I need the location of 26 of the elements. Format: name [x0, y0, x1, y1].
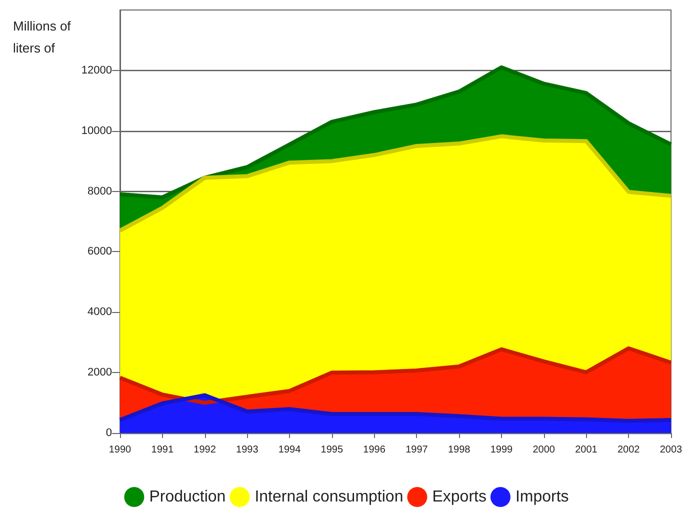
y-axis-title: Millions of liters of: [13, 18, 74, 56]
x-tick-label: 1999: [490, 444, 514, 456]
x-tick-label: 1993: [236, 444, 259, 456]
y-tick-label: 10000: [81, 124, 112, 137]
y-tick-label: 2000: [88, 366, 112, 379]
legend-label: Internal consumption: [254, 488, 404, 506]
x-tick-label: 1996: [363, 444, 386, 456]
y-tick-label: 0: [106, 427, 112, 439]
x-tick-label: 1994: [278, 444, 302, 456]
y-tick-label: 6000: [88, 246, 112, 258]
x-tick-label: 2002: [617, 444, 640, 456]
x-tick-label: 2003: [660, 444, 683, 456]
x-tick-label: 1991: [151, 444, 174, 456]
y-tick-label: 12000: [81, 64, 112, 76]
x-tick-label: 2001: [575, 444, 598, 456]
x-tick-label: 1992: [194, 444, 216, 456]
x-tick-label: 2000: [532, 444, 556, 456]
x-tick-label: 1997: [406, 444, 428, 456]
y-tick-label: 8000: [88, 185, 112, 198]
y-tick-label: 4000: [88, 306, 112, 318]
legend-label: Production: [149, 488, 226, 506]
x-tick-label: 1998: [448, 444, 471, 456]
x-tick-label: 1995: [320, 444, 344, 456]
legend-label: Imports: [515, 488, 569, 506]
legend-label: Exports: [432, 488, 486, 506]
x-tick-label: 1990: [108, 444, 132, 456]
